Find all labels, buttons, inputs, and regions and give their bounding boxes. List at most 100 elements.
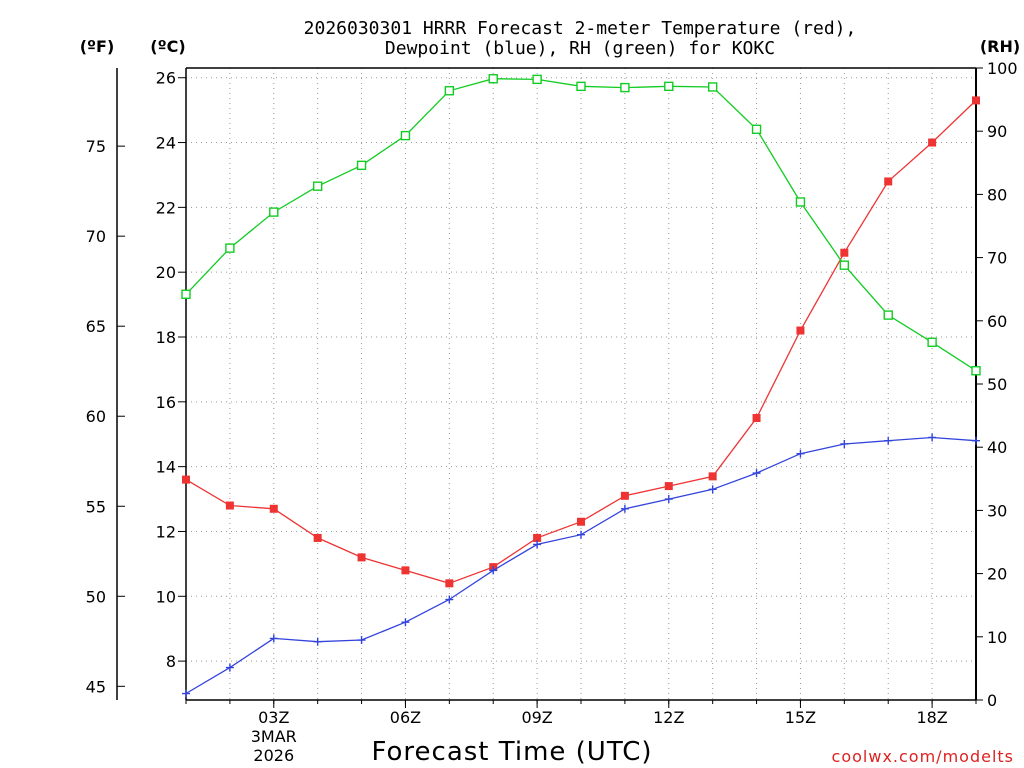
dewpoint-point — [840, 439, 849, 448]
dewpoint-point — [620, 504, 629, 513]
celsius-tick-label: 18 — [156, 328, 176, 347]
grid-lines — [186, 68, 976, 700]
rh-point — [971, 366, 981, 376]
temperature-point — [708, 472, 717, 481]
rh-point — [181, 289, 191, 299]
chart-title-line1: 2026030301 HRRR Forecast 2-meter Tempera… — [304, 18, 857, 39]
fahrenheit-tick-label: 60 — [86, 407, 106, 426]
rh-point — [664, 81, 674, 92]
celsius-tick-label: 16 — [156, 393, 176, 412]
celsius-tick-label: 12 — [156, 522, 176, 541]
dewpoint-point — [225, 663, 234, 672]
dewpoint-point — [664, 495, 673, 504]
dewpoint-point — [577, 530, 585, 539]
temperature-point — [972, 96, 980, 105]
rh-line — [185, 78, 977, 372]
dewpoint-point — [972, 436, 980, 445]
x-tick-label: 15Z — [785, 708, 816, 727]
x-tick-label: 12Z — [653, 708, 684, 727]
dewpoint-point — [401, 618, 410, 627]
celsius-tick-label: 20 — [156, 263, 176, 282]
dewpoint-point — [796, 449, 805, 458]
fahrenheit-tick-label: 70 — [86, 227, 106, 246]
temperature-point — [269, 504, 278, 513]
rh-point — [488, 74, 498, 84]
dewpoint-point — [445, 595, 454, 604]
fahrenheit-tick-label: 50 — [86, 587, 106, 606]
temperature-point — [445, 579, 454, 588]
dewpoint-point — [269, 634, 278, 643]
rh-tick-label: 80 — [987, 185, 1007, 204]
dewpoint-point — [182, 689, 190, 698]
x-tick-label: 09Z — [521, 708, 552, 727]
celsius-tick-label: 24 — [156, 134, 176, 153]
rh-unit-label: (RH) — [980, 37, 1020, 56]
rh-point — [576, 81, 586, 92]
dewpoint-point — [884, 436, 893, 445]
dewpoint-point — [708, 485, 717, 494]
rh-point — [356, 160, 367, 171]
temperature-point — [840, 248, 849, 257]
rh-point — [839, 260, 850, 270]
series-layer — [181, 74, 981, 698]
credit-text: coolwx.com/modelts — [832, 747, 1014, 766]
axes: 8 10 12 14 16 18 20 22 24 26 45 50 55 60 65 70 75 0 10 20 30… — [86, 59, 1018, 765]
rh-point — [444, 86, 455, 96]
fahrenheit-tick-label: 45 — [86, 677, 106, 696]
dewpoint-point — [357, 636, 366, 645]
temperature-line — [185, 99, 977, 584]
rh-point — [620, 82, 630, 93]
dewpoint-point — [489, 566, 498, 575]
temperature-point — [313, 533, 322, 542]
temperature-point — [357, 553, 366, 562]
rh-point — [312, 181, 323, 191]
celsius-tick-label: 14 — [156, 458, 176, 477]
fahrenheit-tick-label: 55 — [86, 497, 106, 516]
fahrenheit-tick-label: 65 — [86, 317, 106, 336]
fahrenheit-unit-label: (ºF) — [80, 37, 115, 56]
temperature-point — [752, 414, 761, 423]
temperature-point — [796, 326, 805, 335]
temperature-point — [884, 177, 893, 186]
temperature-point — [577, 517, 585, 526]
rh-tick-label: 70 — [987, 249, 1007, 268]
x-date-label-month: 3MAR — [251, 727, 297, 746]
rh-tick-label: 10 — [987, 628, 1007, 647]
temperature-point — [664, 482, 673, 491]
celsius-tick-label: 26 — [156, 69, 176, 88]
rh-point — [532, 74, 542, 85]
rh-tick-label: 100 — [987, 59, 1018, 78]
rh-point — [751, 124, 762, 135]
celsius-tick-label: 10 — [156, 587, 176, 606]
dewpoint-point — [928, 433, 937, 442]
rh-point — [927, 337, 937, 347]
x-tick-label: 03Z — [258, 708, 289, 727]
rh-tick-label: 0 — [987, 691, 997, 710]
rh-point — [225, 243, 235, 253]
x-tick-label: 06Z — [390, 708, 421, 727]
temperature-point — [533, 533, 542, 542]
rh-tick-label: 60 — [987, 312, 1007, 331]
celsius-tick-label: 8 — [166, 652, 176, 671]
chart-title-line2: Dewpoint (blue), RH (green) for KOKC — [385, 38, 775, 59]
dewpoint-line — [185, 436, 977, 695]
x-tick-label: 18Z — [916, 708, 947, 727]
rh-point — [269, 207, 279, 217]
rh-point — [707, 82, 718, 92]
dewpoint-point — [752, 469, 761, 478]
dewpoint-point — [313, 637, 322, 646]
temperature-point — [225, 501, 234, 510]
rh-tick-label: 20 — [987, 565, 1007, 584]
rh-tick-label: 40 — [987, 438, 1007, 457]
dewpoint-point — [533, 540, 542, 549]
x-date-label-year: 2026 — [253, 746, 294, 765]
temperature-point — [620, 491, 629, 500]
x-axis-label: Forecast Time (UTC) — [371, 737, 652, 767]
celsius-tick-label: 22 — [156, 198, 176, 217]
celsius-unit-label: (ºC) — [150, 37, 185, 56]
rh-tick-label: 50 — [987, 375, 1007, 394]
temperature-point — [401, 566, 410, 575]
rh-tick-label: 30 — [987, 501, 1007, 520]
fahrenheit-tick-label: 75 — [86, 137, 106, 156]
